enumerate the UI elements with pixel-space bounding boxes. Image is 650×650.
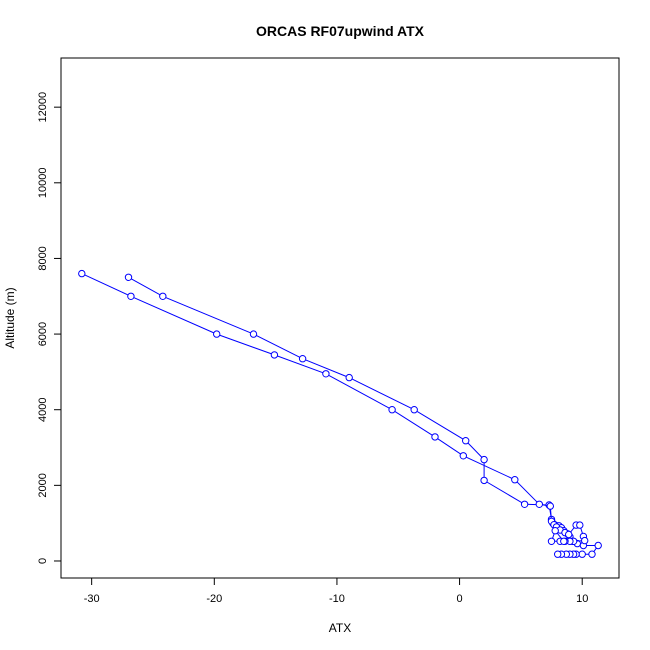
y-tick-label: 10000 xyxy=(37,168,49,199)
data-point xyxy=(410,406,418,414)
x-axis: -30 -20 -10 0 10 xyxy=(84,577,588,605)
data-point xyxy=(547,537,556,545)
x-tick-label: -10 xyxy=(329,593,345,605)
x-tick-label: 10 xyxy=(576,593,588,605)
data-point xyxy=(588,550,596,558)
data-point xyxy=(270,351,279,359)
y-tick-label: 8000 xyxy=(37,246,49,270)
x-tick-label: -30 xyxy=(84,593,100,605)
data-point xyxy=(345,373,353,382)
data-point xyxy=(431,433,439,441)
x-axis-label: ATX xyxy=(329,621,351,635)
y-tick-label: 2000 xyxy=(37,473,49,497)
data-point xyxy=(298,355,307,363)
data-point xyxy=(520,500,529,508)
data-point xyxy=(551,527,559,535)
data-point xyxy=(581,536,589,545)
data-point xyxy=(249,330,258,338)
y-tick-label: 4000 xyxy=(37,397,49,421)
data-point xyxy=(511,476,519,484)
data-point xyxy=(78,269,86,278)
y-axis: 0 2000 4000 6000 8000 10000 12000 xyxy=(37,92,61,564)
data-point xyxy=(462,437,470,445)
data-point xyxy=(535,500,543,508)
data-point xyxy=(480,476,488,485)
data-point xyxy=(127,292,135,300)
data-point xyxy=(554,550,562,558)
chart-title: ORCAS RF07upwind ATX xyxy=(256,23,425,39)
x-tick-label: 0 xyxy=(457,593,463,605)
data-point xyxy=(565,530,573,539)
data-point xyxy=(459,452,467,460)
data-point xyxy=(322,370,330,378)
x-tick-label: -20 xyxy=(206,593,222,605)
data-point xyxy=(213,330,221,338)
data-point xyxy=(480,455,488,464)
data-point xyxy=(594,541,602,550)
series-layer xyxy=(78,269,602,558)
y-tick-label: 12000 xyxy=(37,92,49,123)
data-point xyxy=(388,406,396,414)
y-tick-label: 6000 xyxy=(37,322,49,346)
data-point xyxy=(124,273,133,281)
y-tick-label: 0 xyxy=(37,558,49,564)
y-axis-label: Altitude (m) xyxy=(3,287,17,348)
data-point xyxy=(576,521,584,529)
data-point xyxy=(578,550,586,558)
data-point xyxy=(546,502,554,510)
data-point xyxy=(159,292,167,300)
data-point xyxy=(560,537,568,545)
